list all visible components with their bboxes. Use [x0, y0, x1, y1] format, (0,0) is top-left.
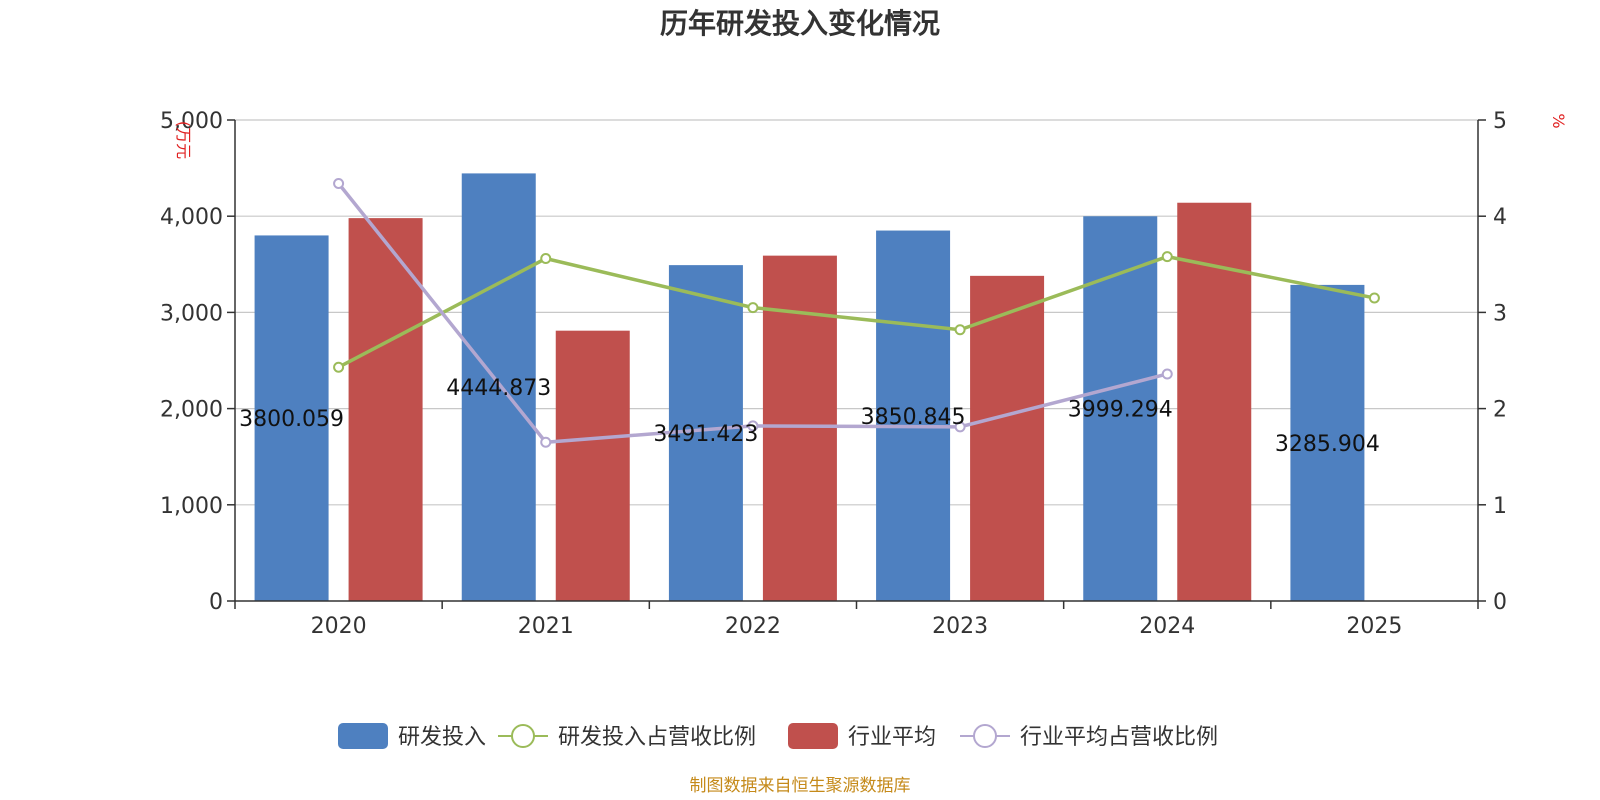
legend-label: 研发投入: [398, 725, 486, 750]
x-axis-tick-label: 2023: [932, 614, 988, 639]
bar-industry-average: [970, 275, 1045, 601]
left-axis-tick-label: 1,000: [160, 494, 223, 519]
legend-swatch-bar: [338, 723, 388, 749]
bar-rd-investment: [1290, 284, 1365, 601]
data-label-layer: 3800.059 4444.873 3491.423 3850.845 3999.294…: [239, 376, 1380, 457]
legend-item-2[interactable]: 研发投入占营收比例: [498, 724, 756, 750]
point-rd-ratio: [540, 253, 552, 265]
right-axis-tick-label: 5: [1493, 109, 1507, 134]
legend-label: 行业平均占营收比例: [1020, 725, 1218, 750]
point-rd-ratio: [954, 324, 966, 336]
x-axis-tick-label: 2022: [725, 614, 781, 639]
legend[interactable]: 研发投入 研发投入占营收比例 行业平均 行业平均占营收比例: [338, 723, 1218, 750]
left-axis-tick-label: 3,000: [160, 301, 223, 326]
legend-item-1[interactable]: 研发投入: [338, 723, 486, 750]
left-axis-tick-label: 4,000: [160, 205, 223, 230]
point-rd-ratio: [747, 302, 759, 314]
bar-data-label: 3800.059: [239, 407, 344, 432]
point-rd-ratio: [333, 361, 345, 373]
x-axis-tick-label: 2020: [311, 614, 367, 639]
line-rd-ratio: [337, 254, 1375, 369]
chart-title: 历年研发投入变化情况: [660, 7, 940, 40]
right-axis-tick-label: 1: [1493, 494, 1507, 519]
bar-data-label: 4444.873: [446, 376, 551, 401]
axes: 0 1,000 2,000 3,000 4,000 5,000 0 1 2 3 4 5 2020 2021…: [160, 109, 1507, 639]
right-axis-tick-label: 0: [1493, 590, 1507, 615]
bar-data-label: 3491.423: [653, 422, 758, 447]
right-axis-unit: %: [1549, 113, 1568, 128]
right-axis-tick-label: 4: [1493, 205, 1507, 230]
line-layer: [333, 177, 1380, 448]
bar-data-label: 3999.294: [1068, 398, 1173, 423]
legend-item-4[interactable]: 行业平均占营收比例: [960, 724, 1218, 750]
data-source-note: 制图数据来自恒生聚源数据库: [690, 776, 911, 796]
bar-industry-average: [1177, 202, 1252, 601]
point-industry-ratio: [954, 421, 966, 433]
legend-swatch-marker: [973, 724, 997, 748]
right-axis-tick-label: 2: [1493, 398, 1507, 423]
left-axis-unit: (万元: [174, 121, 193, 159]
x-axis-tick-label: 2021: [518, 614, 574, 639]
bar-rd-investment: [876, 230, 951, 601]
bar-layer: [254, 173, 1365, 602]
point-rd-ratio: [1161, 251, 1173, 263]
x-axis-tick-label: 2025: [1346, 614, 1402, 639]
bar-industry-average: [762, 255, 837, 601]
bar-rd-investment: [254, 235, 329, 601]
left-axis-tick-label: 2,000: [160, 398, 223, 423]
left-axis-tick-label: 5,000: [160, 109, 223, 134]
point-industry-ratio: [333, 177, 345, 189]
point-industry-ratio: [747, 420, 759, 432]
legend-item-3[interactable]: 行业平均: [788, 723, 936, 750]
bar-rd-investment: [461, 173, 536, 602]
point-industry-ratio: [540, 436, 552, 448]
x-axis-tick-label: 2024: [1139, 614, 1195, 639]
legend-swatch-marker: [511, 724, 535, 748]
legend-swatch-bar: [788, 723, 838, 749]
bar-industry-average: [348, 218, 423, 601]
bar-industry-average: [555, 330, 630, 601]
point-industry-ratio: [1161, 368, 1173, 380]
point-rd-ratio: [1368, 292, 1380, 304]
bar-data-label: 3285.904: [1275, 432, 1380, 457]
left-axis-tick-label: 0: [209, 590, 223, 615]
legend-label: 研发投入占营收比例: [558, 725, 756, 750]
right-axis-tick-label: 3: [1493, 301, 1507, 326]
bar-data-label: 3850.845: [861, 405, 966, 430]
legend-label: 行业平均: [848, 725, 936, 750]
